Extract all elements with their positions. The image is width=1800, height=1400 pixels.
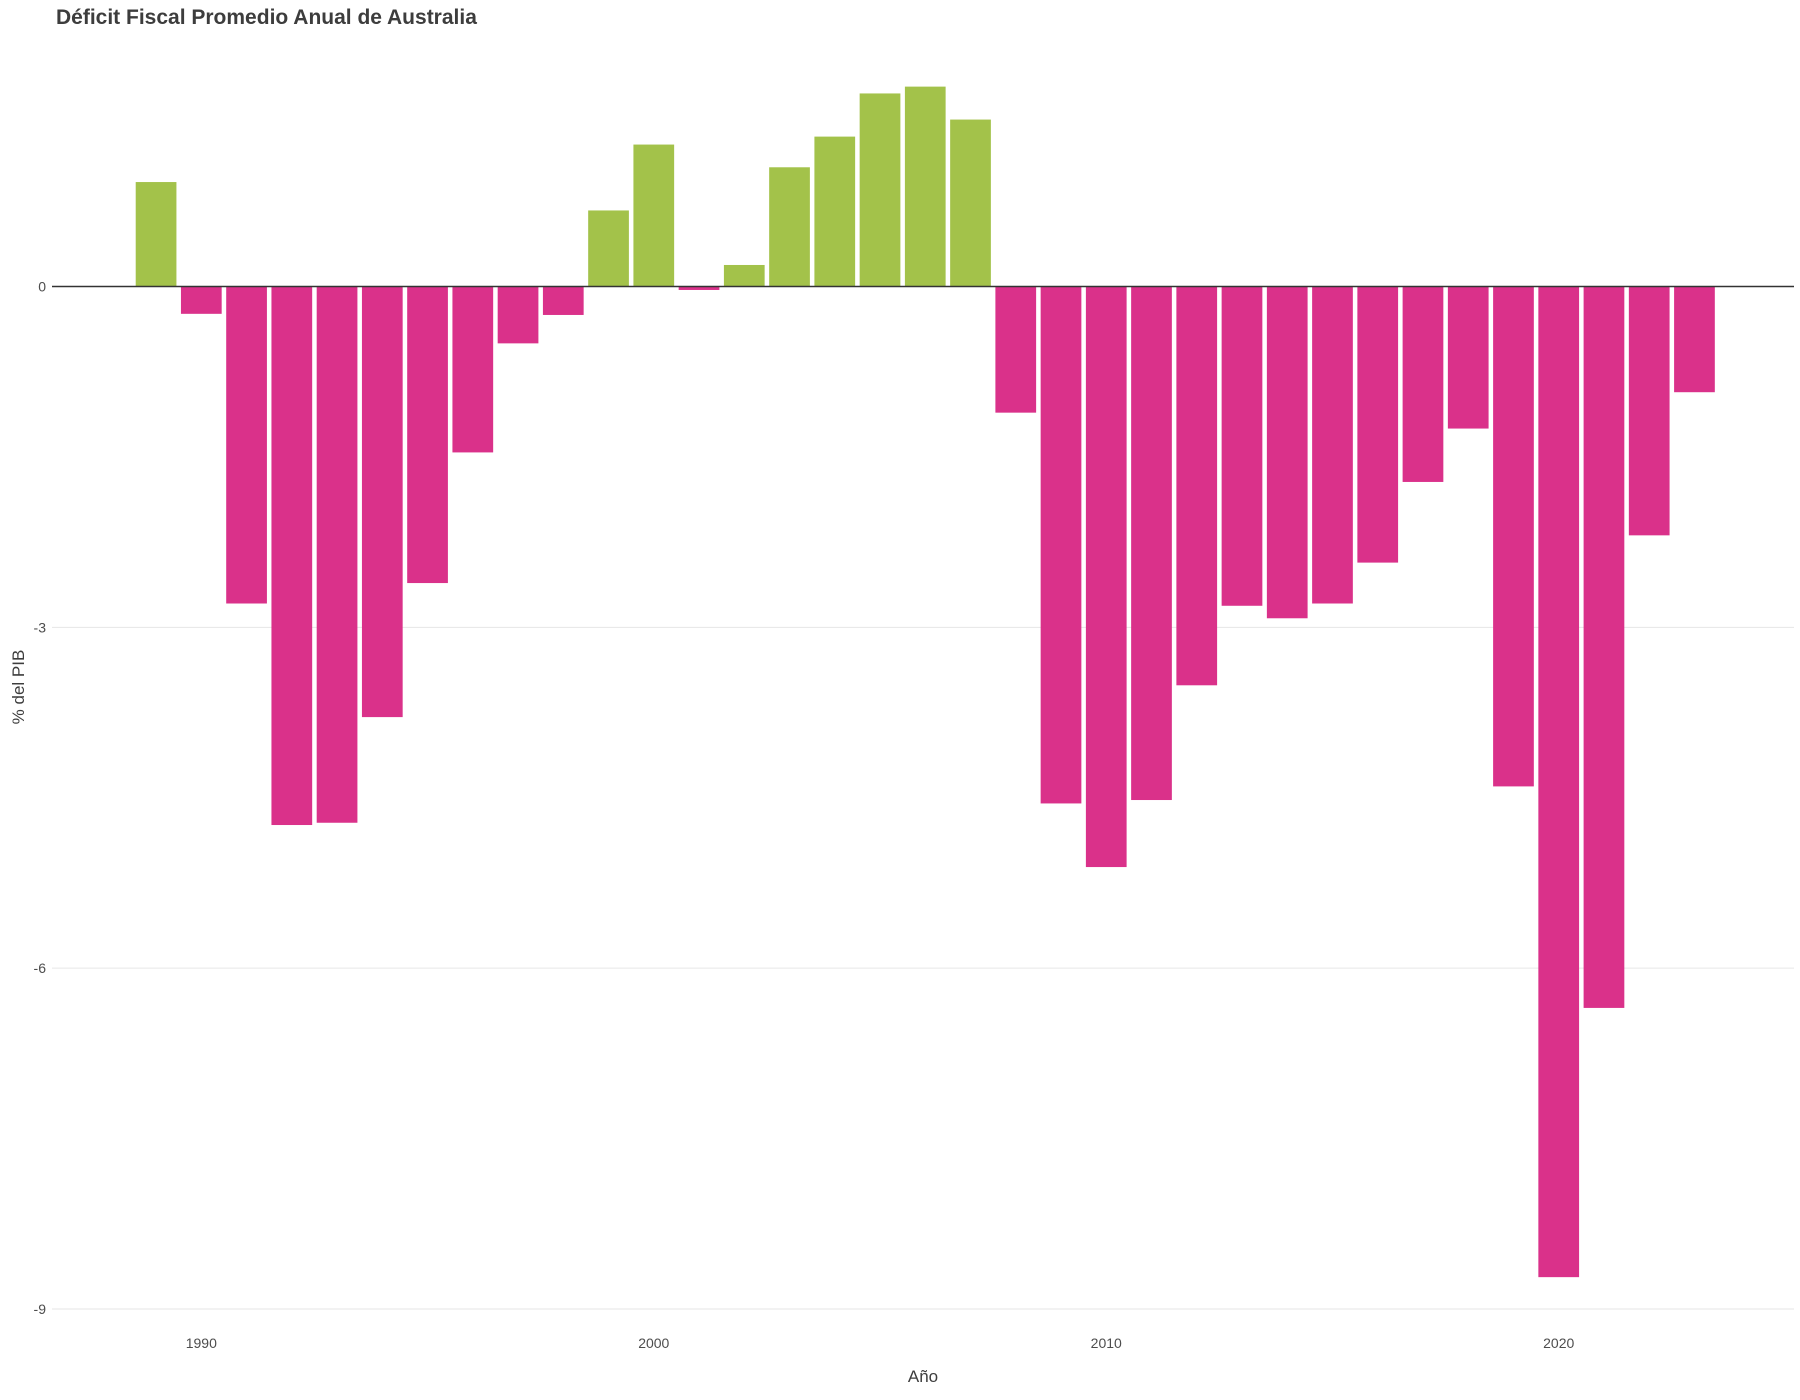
x-tick-label: 2020 (1543, 1335, 1574, 1351)
y-axis-title: % del PIB (9, 650, 28, 725)
x-tick-label: 2000 (638, 1335, 669, 1351)
bar-2021 (1583, 286, 1625, 1008)
bar-1998 (542, 286, 584, 315)
bar-2023 (1674, 286, 1715, 393)
bar-2000 (633, 144, 675, 287)
x-axis-title: Año (908, 1367, 938, 1386)
x-axis-ticks: 1990 2000 2010 2020 (186, 1335, 1575, 1351)
y-tick-label: -6 (34, 960, 47, 976)
bar-2009 (1040, 286, 1082, 804)
bar-2002 (723, 264, 765, 287)
x-tick-label: 2010 (1091, 1335, 1122, 1351)
bar-2013 (1221, 286, 1263, 606)
bar-2016 (1357, 286, 1399, 563)
bar-1992 (271, 286, 313, 826)
bar-2010 (1085, 286, 1127, 868)
bar-1999 (588, 210, 629, 287)
y-axis-ticks: 0 -3 -6 -9 (34, 279, 47, 1317)
bar-1990 (180, 286, 222, 314)
bar-2007 (950, 119, 991, 287)
bar-1995 (407, 286, 448, 584)
bar-2001 (678, 286, 720, 290)
bar-1997 (497, 286, 539, 344)
bar-2004 (814, 136, 856, 287)
bar-2006 (904, 86, 946, 287)
bar-2005 (859, 93, 901, 287)
y-tick-label: 0 (38, 279, 46, 295)
bar-1994 (361, 286, 403, 718)
y-tick-label: -9 (34, 1301, 47, 1317)
bar-2017 (1402, 286, 1444, 482)
bar-2011 (1131, 286, 1172, 801)
bar-2015 (1312, 286, 1353, 604)
bar-2018 (1447, 286, 1489, 429)
bars (135, 86, 1715, 1278)
bar-2003 (769, 167, 810, 287)
bar-2014 (1266, 286, 1308, 619)
chart-title: Déficit Fiscal Promedio Anual de Austral… (56, 6, 477, 29)
bar-2022 (1628, 286, 1670, 536)
y-tick-label: -3 (34, 619, 47, 635)
bar-1996 (452, 286, 494, 453)
x-tick-label: 1990 (186, 1335, 217, 1351)
bar-2019 (1493, 286, 1534, 787)
bar-2012 (1176, 286, 1218, 686)
bar-1993 (316, 286, 358, 823)
bar-1989 (135, 182, 177, 287)
bar-2020 (1538, 286, 1580, 1278)
bar-1991 (226, 286, 267, 604)
bar-2008 (995, 286, 1037, 413)
